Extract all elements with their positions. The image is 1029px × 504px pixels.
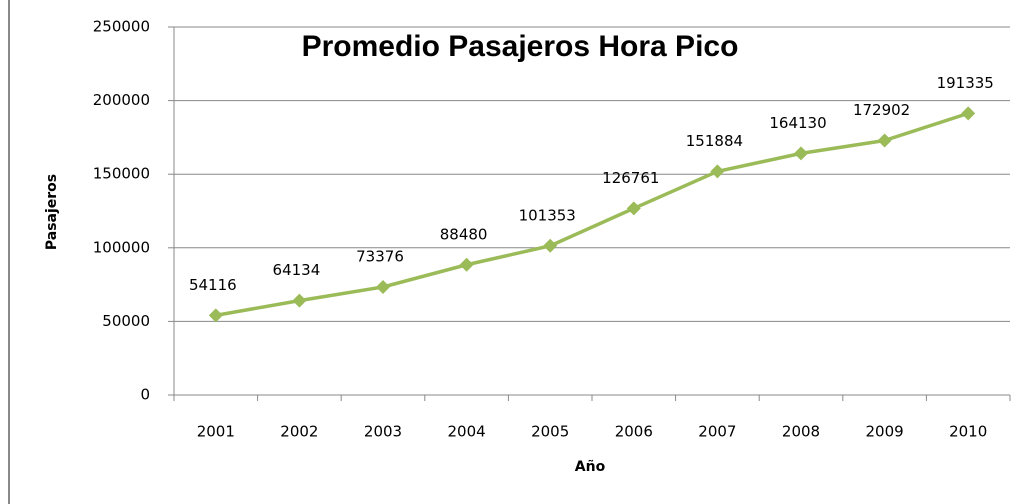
point-marker — [877, 133, 892, 148]
data-label: 191335 — [937, 74, 994, 92]
series-line — [215, 111, 969, 318]
y-tick-label: 50000 — [102, 312, 150, 330]
x-tick-label: 2010 — [949, 423, 987, 441]
data-label: 64134 — [273, 261, 321, 279]
chart-title: Promedio Pasajeros Hora Pico — [302, 30, 739, 63]
point-marker — [961, 106, 976, 121]
data-label: 151884 — [686, 132, 743, 150]
data-label: 164130 — [769, 114, 826, 132]
x-tick-label: 2003 — [364, 423, 402, 441]
y-tick-label: 200000 — [93, 91, 150, 109]
data-label: 88480 — [440, 225, 488, 243]
data-label: 172902 — [853, 101, 910, 119]
x-tick-label: 2004 — [448, 423, 486, 441]
point-marker — [459, 257, 474, 272]
y-tick-label: 250000 — [93, 18, 150, 36]
point-marker — [794, 146, 808, 161]
x-tick-label: 2006 — [615, 423, 653, 441]
data-label: 73376 — [356, 247, 404, 265]
y-axis-label: Pasajeros — [44, 174, 60, 250]
point-marker — [292, 293, 307, 308]
point-marker — [376, 279, 390, 294]
point-marker — [626, 201, 641, 216]
x-tick-label: 2002 — [280, 423, 318, 441]
y-tick-label: 150000 — [93, 165, 150, 183]
x-axis-label: Año — [575, 459, 606, 475]
x-tick-label: 2008 — [782, 423, 820, 441]
data-label: 126761 — [602, 169, 659, 187]
x-tick-label: 2005 — [531, 423, 569, 441]
data-label: 54116 — [189, 276, 237, 294]
x-tick-label: 2007 — [698, 423, 736, 441]
y-tick-label: 100000 — [93, 238, 150, 256]
point-marker — [710, 164, 725, 179]
data-label: 101353 — [519, 206, 576, 224]
point-marker — [543, 238, 558, 253]
point-marker — [208, 308, 223, 323]
y-tick-label: 0 — [140, 386, 150, 404]
x-tick-label: 2001 — [197, 423, 235, 441]
x-tick-label: 2009 — [866, 423, 904, 441]
